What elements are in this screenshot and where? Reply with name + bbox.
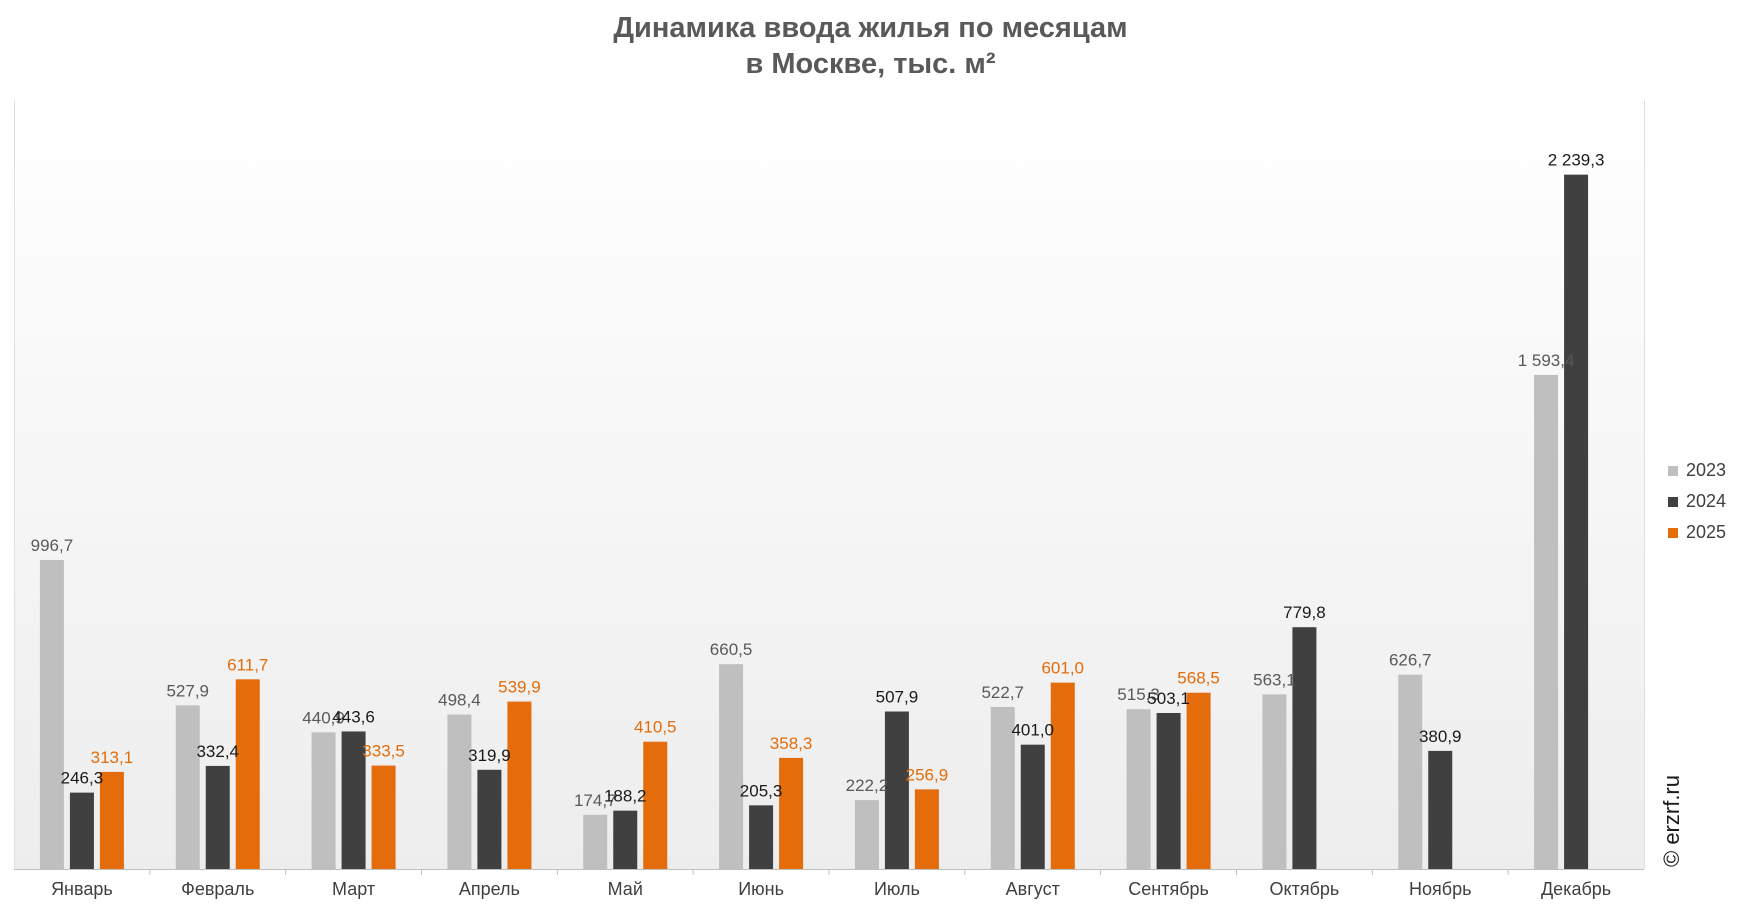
data-label-2025: 313,1 (91, 748, 134, 767)
data-label-2025: 333,5 (362, 742, 405, 761)
x-tick-label: Февраль (181, 879, 254, 899)
data-label-2024: 319,9 (468, 746, 511, 765)
bar-2025 (1186, 692, 1211, 869)
data-label-2024: 503,1 (1147, 689, 1190, 708)
legend-item-2024: 2024 (1668, 486, 1726, 517)
bar-2024 (1292, 627, 1317, 869)
bar-2024 (613, 810, 638, 869)
bar-2024 (1156, 712, 1181, 869)
data-label-2023: 440,9 (302, 708, 345, 727)
data-label-2023: 498,4 (438, 690, 481, 709)
data-label-2023: 626,7 (1389, 651, 1432, 670)
data-label-2024: 401,0 (1011, 721, 1054, 740)
data-label-2025: 568,5 (1177, 669, 1220, 688)
x-tick-label: Январь (51, 879, 113, 899)
bar-2025 (507, 701, 532, 869)
data-label-2023: 996,7 (31, 536, 74, 555)
bar-2024 (205, 765, 230, 869)
bar-2023 (39, 559, 64, 869)
data-label-2024: 332,4 (196, 742, 239, 761)
x-tick-label: Июль (874, 879, 920, 899)
data-label-2023: 222,2 (846, 776, 889, 795)
bar-2025 (643, 741, 668, 869)
data-label-2025: 611,7 (227, 655, 268, 674)
bar-2025 (235, 679, 260, 869)
data-label-2023: 1 593,4 (1518, 351, 1575, 370)
bar-2025 (1050, 682, 1075, 869)
data-label-2023: 515,3 (1117, 685, 1160, 704)
x-tick-label: Сентябрь (1128, 879, 1209, 899)
bar-2023 (854, 800, 879, 869)
x-tick-label: Декабрь (1541, 879, 1611, 899)
data-label-2023: 522,7 (981, 683, 1024, 702)
bar-2024 (1428, 750, 1453, 869)
data-label-2025: 539,9 (498, 678, 541, 697)
bar-2024 (69, 792, 94, 869)
bar-2023 (583, 814, 608, 869)
data-label-2023: 563,1 (1253, 670, 1296, 689)
legend: 2023 2024 2025 (1668, 455, 1726, 548)
x-tick-label: Июнь (738, 879, 784, 899)
legend-swatch-2025 (1668, 527, 1678, 538)
x-tick-label: Март (332, 879, 375, 899)
bar-2023 (719, 664, 744, 869)
bar-2024 (1564, 174, 1589, 869)
data-label-2024: 188,2 (604, 787, 647, 806)
chart-title: Динамика ввода жилья по месяцам в Москве… (0, 10, 1741, 82)
legend-label-2025: 2025 (1686, 522, 1727, 542)
legend-label-2024: 2024 (1686, 491, 1727, 511)
bar-2024 (1020, 744, 1045, 869)
data-label-2024: 507,9 (876, 688, 919, 707)
bar-2023 (175, 705, 200, 869)
legend-item-2023: 2023 (1668, 455, 1726, 486)
data-label-2024: 443,6 (332, 707, 375, 726)
bar-2023 (311, 732, 336, 869)
bar-2023 (1398, 674, 1423, 869)
bar-2024 (749, 805, 774, 869)
x-tick-label: Апрель (459, 879, 520, 899)
data-label-2023: 174,7 (574, 791, 617, 810)
plot-area (14, 100, 1644, 869)
chart-title-line-1: Динамика ввода жилья по месяцам (613, 12, 1128, 44)
bar-2024 (884, 711, 909, 869)
data-label-2023: 660,5 (710, 640, 753, 659)
bar-2023 (1534, 374, 1559, 869)
bar-2024 (341, 731, 366, 869)
bar-2025 (99, 771, 124, 869)
x-tick-label: Май (608, 879, 643, 899)
data-label-2023: 527,9 (166, 681, 209, 700)
legend-swatch-2024 (1668, 496, 1678, 507)
x-tick-label: Август (1006, 879, 1060, 899)
data-label-2025: 358,3 (770, 734, 813, 753)
data-label-2025: 256,9 (906, 765, 949, 784)
bar-2023 (447, 714, 472, 869)
chart-title-line-2: в Москве, тыс. м² (745, 48, 996, 80)
data-label-2025: 601,0 (1041, 659, 1084, 678)
legend-label-2023: 2023 (1686, 460, 1727, 480)
bar-2023 (990, 706, 1015, 869)
bar-2025 (779, 757, 804, 869)
bar-2023 (1126, 709, 1151, 869)
data-label-2024: 779,8 (1283, 603, 1326, 622)
data-label-2024: 246,3 (61, 769, 104, 788)
bar-2024 (477, 769, 502, 869)
data-label-2024: 380,9 (1419, 727, 1462, 746)
x-tick-label: Ноябрь (1409, 879, 1471, 899)
data-label-2024: 2 239,3 (1548, 151, 1605, 170)
bar-2025 (371, 765, 396, 869)
watermark: © erzrf.ru (1659, 775, 1684, 867)
x-tick-label: Октябрь (1270, 879, 1340, 899)
bar-2025 (914, 789, 939, 869)
data-label-2024: 205,3 (740, 781, 783, 800)
legend-item-2025: 2025 (1668, 517, 1726, 548)
data-label-2025: 410,5 (634, 718, 677, 737)
bar-2023 (1262, 694, 1287, 869)
legend-swatch-2023 (1668, 465, 1678, 476)
